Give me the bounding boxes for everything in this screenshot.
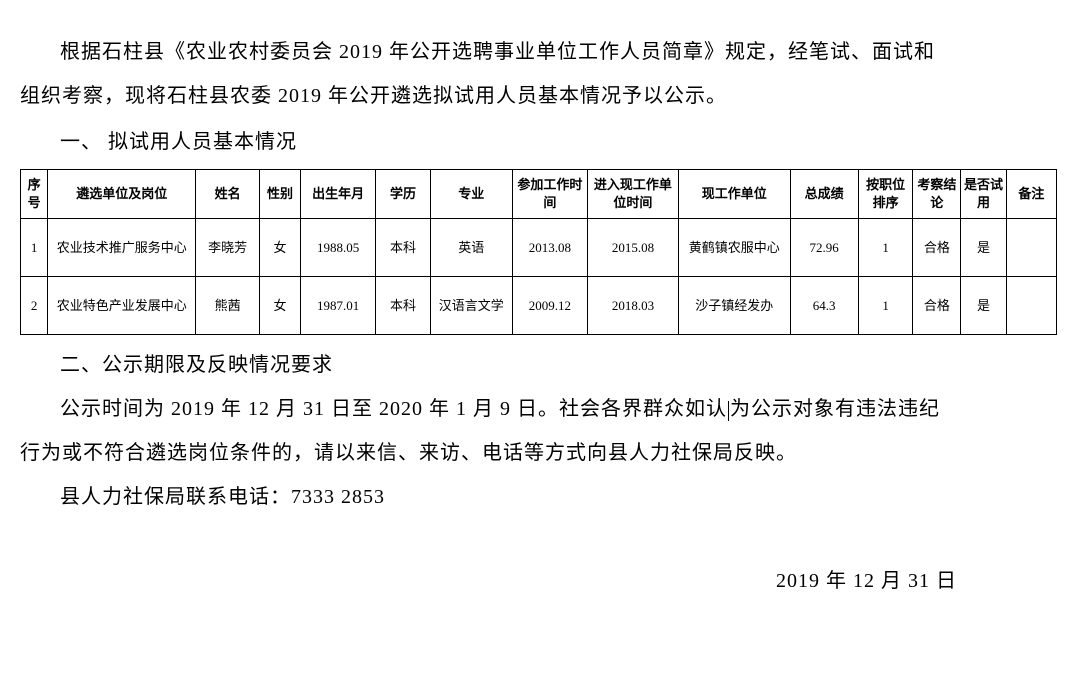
header-edu: 学历 <box>376 170 431 219</box>
cell-name: 熊茜 <box>196 277 260 335</box>
cell-gender: 女 <box>260 277 301 335</box>
cell-currentunit: 黄鹤镇农服中心 <box>678 219 790 277</box>
cell-seq: 2 <box>21 277 48 335</box>
header-score: 总成绩 <box>790 170 858 219</box>
table-header-row: 序号 遴选单位及岗位 姓名 性别 出生年月 学历 专业 参加工作时间 进入现工作… <box>21 170 1057 219</box>
cell-seq: 1 <box>21 219 48 277</box>
section2-p1-text2: 为公示对象有违法违纪 <box>730 398 940 420</box>
header-gender: 性别 <box>260 170 301 219</box>
section2-paragraph1: 公示时间为 2019 年 12 月 31 日至 2020 年 1 月 9 日。社… <box>20 387 1057 431</box>
header-unit: 遴选单位及岗位 <box>48 170 196 219</box>
cell-edu: 本科 <box>376 277 431 335</box>
cell-major: 汉语言文学 <box>430 277 512 335</box>
section2-p1-text1: 公示时间为 2019 年 12 月 31 日至 2020 年 1 月 9 日。社… <box>20 387 727 431</box>
cell-currenttime: 2018.03 <box>587 277 678 335</box>
cell-remark <box>1006 277 1056 335</box>
header-birth: 出生年月 <box>301 170 376 219</box>
cell-unit: 农业特色产业发展中心 <box>48 277 196 335</box>
header-remark: 备注 <box>1006 170 1056 219</box>
table-row: 1 农业技术推广服务中心 李晓芳 女 1988.05 本科 英语 2013.08… <box>21 219 1057 277</box>
intro-paragraph-line2: 组织考察，现将石柱县农委 2019 年公开遴选拟试用人员基本情况予以公示。 <box>20 74 1057 118</box>
cell-currenttime: 2015.08 <box>587 219 678 277</box>
section2-paragraph1-line2: 行为或不符合遴选岗位条件的，请以来信、来访、电话等方式向县人力社保局反映。 <box>20 431 1057 475</box>
cell-worktime: 2009.12 <box>512 277 587 335</box>
document-date: 2019 年 12 月 31 日 <box>20 564 1057 593</box>
header-name: 姓名 <box>196 170 260 219</box>
intro-paragraph-line1: 根据石柱县《农业农村委员会 2019 年公开选聘事业单位工作人员简章》规定，经笔… <box>20 30 1057 74</box>
cell-name: 李晓芳 <box>196 219 260 277</box>
header-rank: 按职位排序 <box>858 170 913 219</box>
cell-remark <box>1006 219 1056 277</box>
cell-birth: 1988.05 <box>301 219 376 277</box>
section2-title: 二、公示期限及反映情况要求 <box>20 343 1057 387</box>
personnel-table: 序号 遴选单位及岗位 姓名 性别 出生年月 学历 专业 参加工作时间 进入现工作… <box>20 169 1057 335</box>
table-row: 2 农业特色产业发展中心 熊茜 女 1987.01 本科 汉语言文学 2009.… <box>21 277 1057 335</box>
cell-exam: 合格 <box>913 219 961 277</box>
cell-major: 英语 <box>430 219 512 277</box>
header-currentunit: 现工作单位 <box>678 170 790 219</box>
text-cursor-icon <box>728 401 729 421</box>
section2-paragraph2: 县人力社保局联系电话：7333 2853 <box>20 475 1057 519</box>
cell-currentunit: 沙子镇经发办 <box>678 277 790 335</box>
cell-trial: 是 <box>961 277 1007 335</box>
header-trial: 是否试用 <box>961 170 1007 219</box>
header-seq: 序号 <box>21 170 48 219</box>
section1-title: 一、 拟试用人员基本情况 <box>20 120 1057 164</box>
cell-birth: 1987.01 <box>301 277 376 335</box>
cell-unit: 农业技术推广服务中心 <box>48 219 196 277</box>
cell-gender: 女 <box>260 219 301 277</box>
header-exam: 考察结论 <box>913 170 961 219</box>
cell-trial: 是 <box>961 219 1007 277</box>
cell-score: 72.96 <box>790 219 858 277</box>
cell-score: 64.3 <box>790 277 858 335</box>
cell-worktime: 2013.08 <box>512 219 587 277</box>
cell-edu: 本科 <box>376 219 431 277</box>
cell-rank: 1 <box>858 219 913 277</box>
cell-rank: 1 <box>858 277 913 335</box>
header-major: 专业 <box>430 170 512 219</box>
header-worktime: 参加工作时间 <box>512 170 587 219</box>
cell-exam: 合格 <box>913 277 961 335</box>
header-currenttime: 进入现工作单位时间 <box>587 170 678 219</box>
